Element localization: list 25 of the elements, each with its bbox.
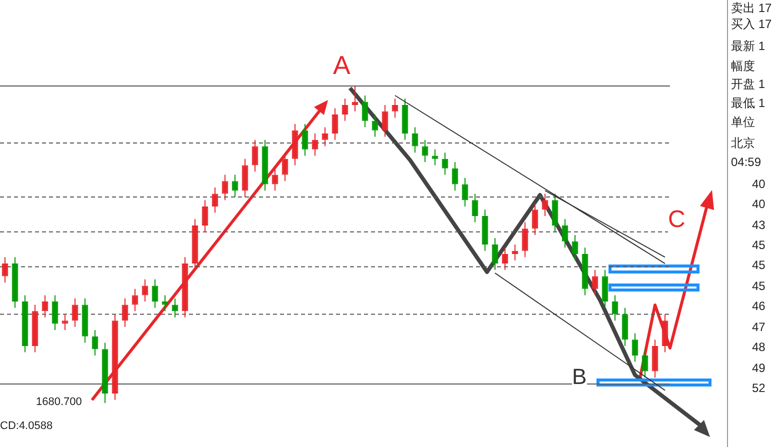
- text: A: [333, 50, 350, 81]
- text: 单位: [731, 114, 755, 131]
- text: CD:4.0588: [0, 420, 53, 432]
- text: 开盘 1: [731, 76, 766, 93]
- text: 45: [752, 258, 766, 272]
- text: 47: [752, 320, 766, 334]
- text: 52: [752, 381, 766, 395]
- text: 45: [752, 279, 766, 293]
- text: 卖出 17: [731, 0, 772, 17]
- text: 48: [752, 340, 766, 354]
- text: 04:59: [731, 155, 762, 169]
- text: 北京: [731, 135, 755, 152]
- annotation: 1680.700: [36, 396, 82, 408]
- text: 最低 1: [731, 95, 766, 112]
- text: 40: [752, 177, 766, 191]
- text: 49: [752, 361, 766, 375]
- annotation: C: [668, 206, 686, 234]
- annotation: B: [572, 364, 587, 390]
- text: 买入 17: [731, 16, 772, 33]
- text: 46: [752, 299, 766, 313]
- text: 40: [752, 197, 766, 211]
- text: 幅度: [731, 58, 755, 75]
- text: 45: [752, 238, 766, 252]
- text: 最新 1: [731, 38, 766, 55]
- text: 43: [752, 218, 766, 232]
